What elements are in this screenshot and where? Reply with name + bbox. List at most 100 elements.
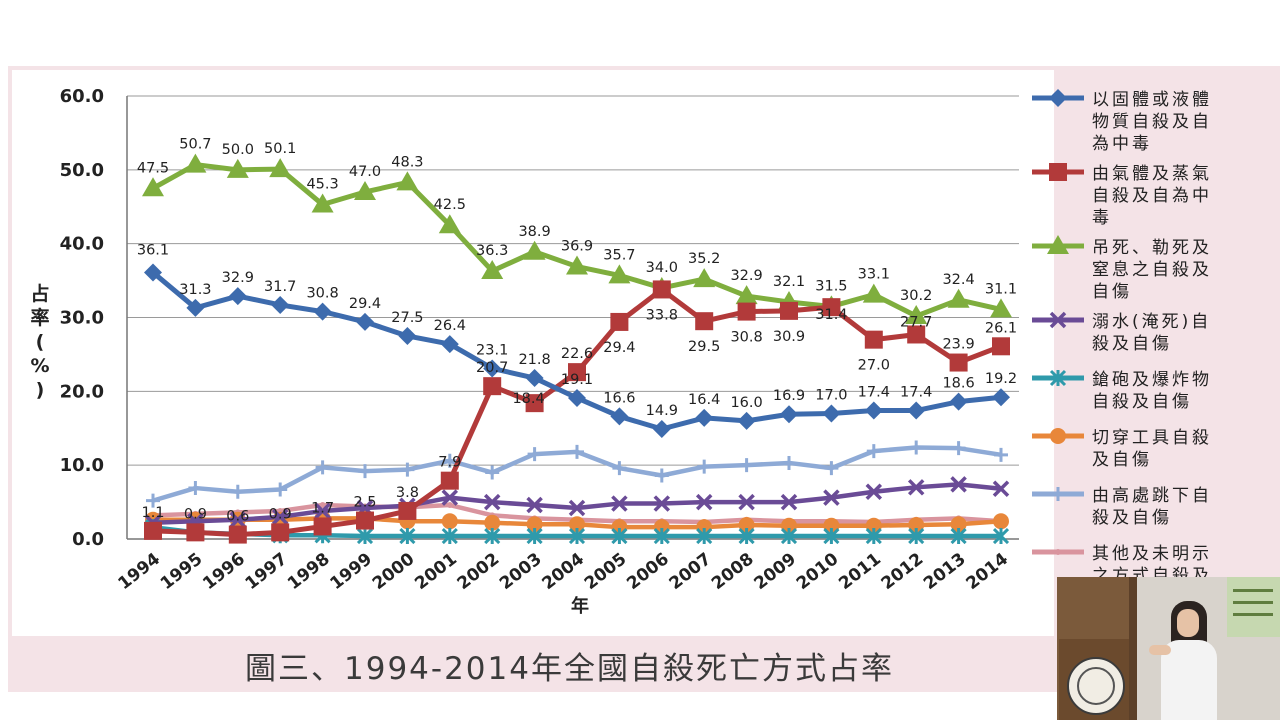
data-point bbox=[526, 496, 543, 514]
data-point bbox=[568, 363, 586, 382]
data-label: 30.8 bbox=[306, 286, 338, 302]
x-tick-label: 2001 bbox=[411, 549, 461, 594]
data-point bbox=[610, 407, 629, 426]
data-point bbox=[950, 516, 967, 533]
y-tick-label: 0.0 bbox=[72, 529, 104, 550]
data-label: 0.9 bbox=[184, 506, 207, 522]
data-point bbox=[994, 447, 1008, 462]
data-point bbox=[271, 523, 290, 542]
legend-label: 由高處跳下自 bbox=[1092, 486, 1212, 506]
data-point bbox=[1047, 235, 1069, 254]
data-point bbox=[909, 440, 924, 455]
data-label: 31.7 bbox=[264, 279, 296, 295]
x-tick-label: 2002 bbox=[454, 549, 504, 594]
data-point bbox=[780, 527, 798, 545]
x-tick-label: 2013 bbox=[920, 549, 970, 594]
data-label: 16.4 bbox=[688, 392, 720, 408]
data-label: 2.5 bbox=[353, 495, 376, 511]
x-tick-label: 2011 bbox=[835, 549, 885, 594]
data-point bbox=[525, 369, 544, 388]
data-point bbox=[737, 302, 756, 321]
data-point bbox=[440, 471, 459, 490]
data-point bbox=[485, 465, 500, 480]
data-label: 17.0 bbox=[815, 387, 847, 403]
data-point bbox=[907, 479, 925, 496]
data-labels: 47.5 50.7 50.0 50.1 45.3 47.0 48.3 42.5 36.3 38.9… bbox=[137, 137, 1017, 525]
legend-label: 自傷 bbox=[1092, 282, 1132, 302]
data-point bbox=[608, 264, 631, 284]
data-label: 29.5 bbox=[688, 339, 720, 355]
data-point bbox=[311, 193, 334, 213]
data-label: 19.2 bbox=[985, 371, 1017, 387]
x-tick-label: 1999 bbox=[326, 549, 376, 594]
data-label: 31.4 bbox=[815, 307, 847, 323]
data-point bbox=[695, 493, 713, 511]
data-label: 30.9 bbox=[773, 329, 805, 345]
data-label: 17.4 bbox=[900, 385, 932, 401]
data-label: 27.7 bbox=[900, 314, 932, 330]
grid-lines bbox=[127, 95, 1019, 540]
series-group bbox=[142, 153, 1012, 545]
data-point bbox=[990, 298, 1012, 318]
data-point bbox=[570, 444, 584, 459]
data-point bbox=[269, 158, 292, 178]
data-point bbox=[186, 523, 205, 542]
data-label: 33.1 bbox=[858, 267, 890, 283]
data-point bbox=[358, 464, 372, 479]
data-label: 18.4 bbox=[512, 391, 544, 407]
data-point bbox=[146, 493, 160, 508]
data-point bbox=[398, 326, 417, 345]
data-point bbox=[905, 305, 928, 325]
legend-label: 為中毒 bbox=[1092, 134, 1152, 154]
x-tick-label: 2006 bbox=[623, 549, 673, 594]
data-point bbox=[229, 511, 247, 529]
data-point bbox=[271, 295, 290, 314]
data-point bbox=[738, 516, 755, 533]
data-label: 35.2 bbox=[688, 251, 720, 267]
data-label: 32.4 bbox=[942, 272, 974, 288]
data-point bbox=[228, 525, 247, 544]
x-axis-title: 年 bbox=[571, 595, 589, 617]
data-label: 26.4 bbox=[434, 318, 466, 334]
data-point bbox=[481, 259, 504, 279]
data-label: 23.9 bbox=[942, 337, 974, 353]
legend-label: 及自傷 bbox=[1092, 450, 1152, 470]
data-point bbox=[652, 419, 671, 438]
data-point bbox=[864, 401, 883, 420]
data-point bbox=[823, 489, 840, 506]
legend-label: 以固體或液體 bbox=[1092, 90, 1212, 110]
data-point bbox=[908, 527, 925, 545]
data-point bbox=[951, 441, 966, 456]
data-label: 50.0 bbox=[222, 142, 254, 158]
data-point bbox=[228, 287, 247, 306]
data-label: 14.9 bbox=[646, 403, 678, 419]
data-point bbox=[611, 527, 628, 545]
legend-label: 溺水(淹死)自 bbox=[1092, 312, 1211, 332]
data-point bbox=[695, 312, 714, 331]
data-point bbox=[864, 330, 883, 349]
data-point bbox=[950, 527, 967, 545]
legend: 以固體或液體物質自殺及自為中毒由氣體及蒸氣自殺及自為中毒吊死、勒死及窒息之自殺及… bbox=[1032, 89, 1212, 586]
data-point bbox=[822, 298, 841, 317]
data-point bbox=[908, 516, 925, 533]
data-label: 45.3 bbox=[306, 177, 338, 193]
data-point bbox=[319, 502, 326, 509]
data-label: 31.1 bbox=[985, 281, 1017, 297]
data-point bbox=[780, 405, 798, 424]
data-point bbox=[271, 508, 289, 526]
data-label: 23.1 bbox=[476, 342, 508, 358]
legend-item: 溺水(淹死)自殺及自傷 bbox=[1032, 311, 1211, 354]
data-label: 50.7 bbox=[179, 137, 211, 153]
data-point bbox=[823, 517, 840, 534]
data-point bbox=[483, 493, 501, 511]
legend-label: 窒息之自殺及 bbox=[1092, 260, 1212, 280]
data-point bbox=[610, 312, 629, 331]
legend-label: 自殺及自為中 bbox=[1092, 186, 1212, 206]
data-label: 36.1 bbox=[137, 242, 169, 258]
data-point bbox=[568, 499, 586, 517]
data-point bbox=[273, 482, 288, 497]
legend-label: 切穿工具自殺 bbox=[1092, 428, 1212, 448]
data-point bbox=[611, 495, 628, 512]
x-tick-label: 2012 bbox=[878, 549, 928, 594]
